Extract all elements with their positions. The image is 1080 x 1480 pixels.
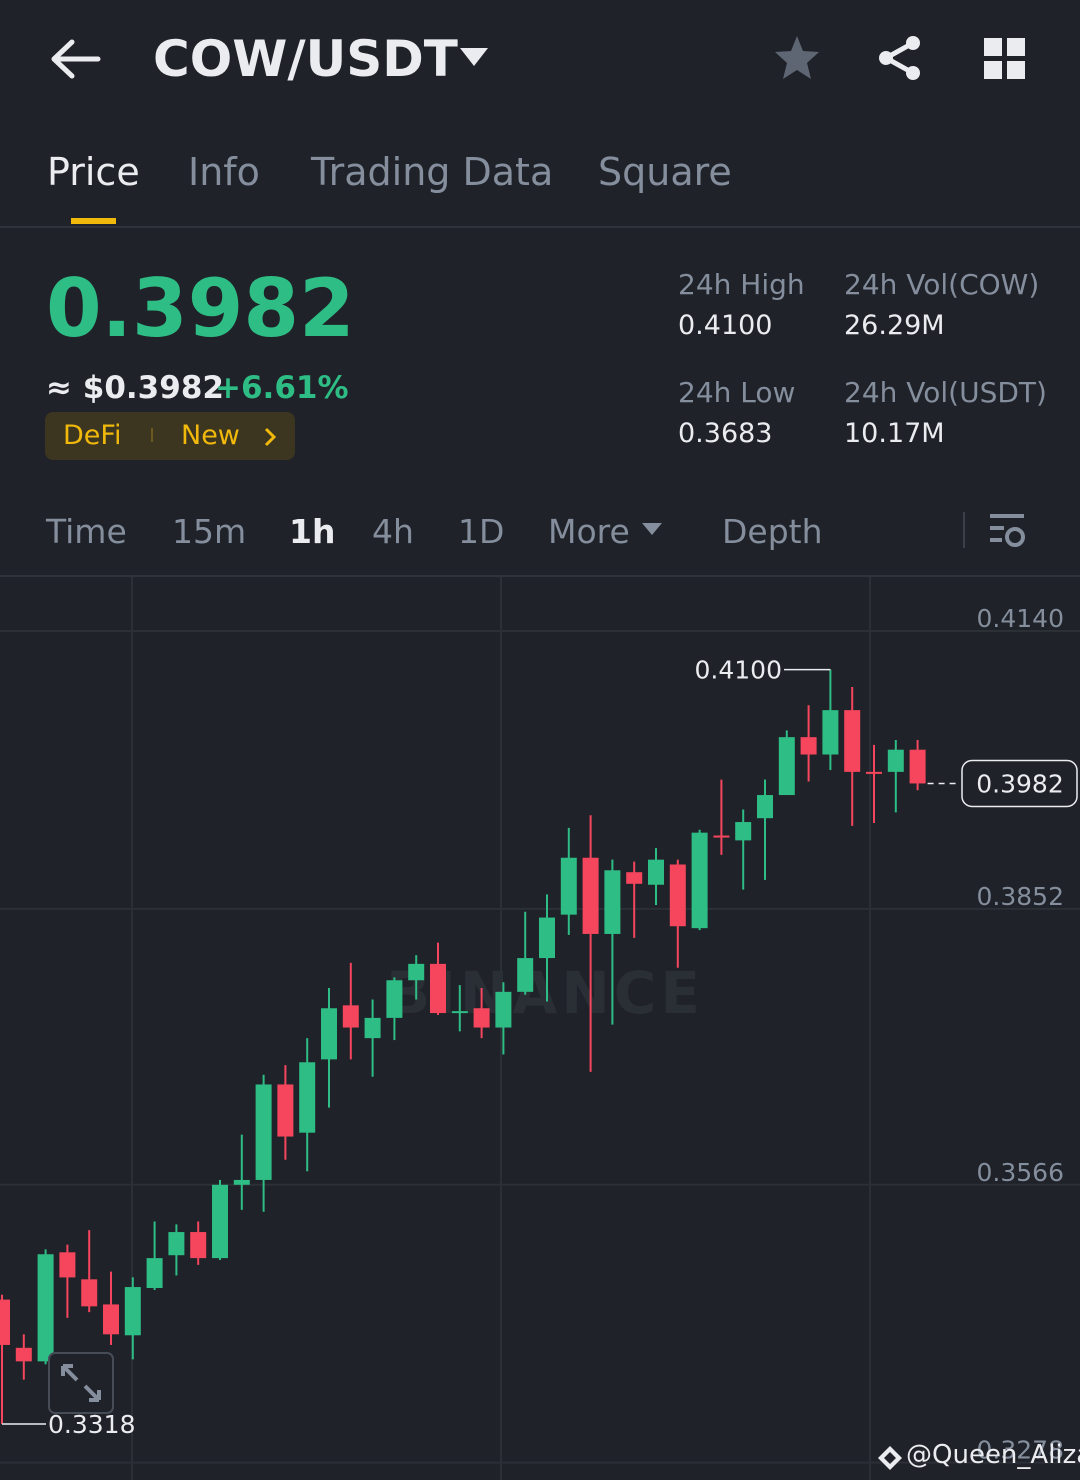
candle-body	[844, 710, 861, 772]
favorite-icon[interactable]	[773, 34, 821, 82]
max-annotation: 0.4100	[695, 656, 782, 685]
candle-body	[822, 710, 839, 755]
candle-body	[735, 822, 752, 841]
candle-body	[713, 835, 730, 838]
expand-button[interactable]	[48, 1352, 114, 1414]
candle-body	[15, 1347, 32, 1362]
candle-body	[103, 1304, 119, 1335]
tag-box[interactable]	[45, 412, 295, 460]
stat-label: 24h Vol(COW)	[844, 268, 1040, 301]
tag-chevron	[264, 427, 277, 447]
candle-body	[168, 1232, 185, 1256]
candle-body	[626, 872, 643, 884]
chart-settings-icon[interactable]	[988, 512, 1028, 550]
candle-body	[212, 1184, 228, 1259]
interval[interactable]: 1D	[458, 512, 505, 551]
candle-body	[342, 1005, 359, 1028]
stat-value: 0.4100	[678, 310, 773, 341]
tag-separator	[151, 428, 153, 442]
last-price-label: 0.3982	[976, 769, 1063, 798]
y-tick-label: 0.3852	[977, 882, 1064, 911]
tab[interactable]: Trading Data	[311, 150, 554, 194]
tab[interactable]: Info	[188, 150, 260, 194]
candle-body	[560, 857, 577, 915]
candle-body	[648, 859, 664, 885]
candle-body	[190, 1232, 207, 1259]
fiat-price: ≈ $0.3982	[46, 370, 224, 406]
share-icon[interactable]	[876, 34, 924, 82]
candle-body	[430, 963, 446, 1014]
pair-title[interactable]: COW/USDT	[153, 30, 458, 88]
tab-indicator	[71, 218, 116, 224]
candle-body	[146, 1258, 163, 1289]
candlestick-chart: 0.41400.38520.35660.3278BINANCE0.41000.3…	[0, 577, 1080, 1480]
interval[interactable]: 4h	[372, 512, 414, 551]
stat-label: 24h Low	[678, 376, 796, 409]
candle-body	[473, 1008, 490, 1028]
candle-body	[59, 1252, 76, 1278]
candle-body	[299, 1062, 316, 1133]
tag[interactable]: New	[181, 420, 240, 451]
candle-body	[800, 737, 817, 755]
handle: @Queen_Aliza	[906, 1440, 1080, 1470]
last-price-tag	[961, 759, 1078, 808]
tag[interactable]: DeFi	[63, 420, 122, 451]
candle-body	[233, 1179, 250, 1185]
candle-body	[669, 864, 686, 927]
back-button[interactable]	[50, 38, 102, 80]
candle-body	[582, 857, 599, 934]
stat-value: 26.29M	[844, 310, 945, 341]
interval[interactable]: 15m	[172, 512, 247, 551]
candle-body	[124, 1287, 141, 1336]
candle-body	[37, 1254, 54, 1362]
pair-dropdown[interactable]	[460, 48, 488, 68]
candle-body	[81, 1279, 98, 1307]
stat-value: 0.3683	[678, 418, 773, 449]
stat-value: 10.17M	[844, 418, 945, 449]
y-tick-label: 0.3566	[977, 1158, 1064, 1187]
candle-body	[909, 749, 926, 784]
candle-body	[539, 917, 555, 959]
layout-icon[interactable]	[984, 38, 1026, 80]
candle-body	[451, 1011, 468, 1014]
candle-body	[364, 1017, 381, 1039]
interval[interactable]: Depth	[722, 512, 823, 551]
candle-body	[691, 832, 708, 929]
candle-body	[866, 771, 882, 774]
price-change: +6.61%	[215, 370, 349, 406]
candle-body	[321, 1008, 337, 1060]
divider	[963, 512, 965, 548]
interval-active[interactable]: 1h	[289, 512, 336, 551]
more-caret	[642, 523, 662, 535]
candle-body	[408, 963, 425, 981]
divider	[0, 575, 1080, 577]
stat-label: 24h High	[678, 268, 805, 301]
candle-body	[517, 958, 534, 992]
y-tick-label: 0.3278	[977, 1436, 1064, 1465]
candle-body	[386, 980, 403, 1018]
interval[interactable]: Time	[46, 512, 127, 551]
last-price: 0.3982	[46, 262, 355, 355]
candle-body	[887, 749, 904, 772]
candle-body	[495, 991, 512, 1028]
stat-label: 24h Vol(USDT)	[844, 376, 1047, 409]
candle-body	[778, 737, 795, 796]
tab-active[interactable]: Price	[47, 150, 140, 194]
divider	[0, 226, 1080, 228]
candle-body	[604, 870, 621, 934]
tab[interactable]: Square	[598, 150, 732, 194]
min-annotation: 0.3318	[48, 1410, 135, 1439]
candle-body	[757, 795, 773, 819]
candle-body	[277, 1084, 294, 1137]
candle-body	[255, 1084, 272, 1180]
interval[interactable]: More	[548, 512, 630, 551]
y-tick-label: 0.4140	[977, 604, 1064, 633]
candle-body	[0, 1299, 10, 1345]
handle-logo	[878, 1446, 902, 1470]
